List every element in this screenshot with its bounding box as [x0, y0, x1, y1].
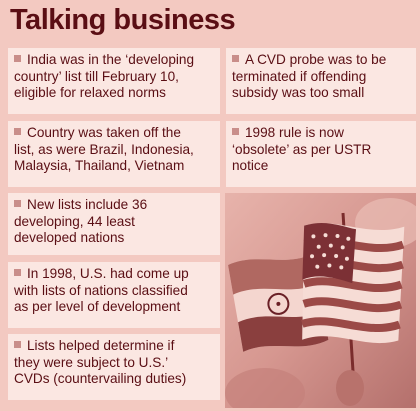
list-item: Country was taken off the list, as were …	[8, 121, 220, 187]
flags-icon	[225, 193, 416, 408]
bullet-icon	[14, 200, 21, 207]
list-item: India was in the ‘developing country’ li…	[8, 48, 220, 114]
list-item: Lists helped determine if they were subj…	[8, 334, 220, 400]
list-item: A CVD probe was to be terminated if offe…	[226, 48, 416, 114]
bullet-icon	[14, 55, 21, 62]
list-item: 1998 rule is now ‘obsolete’ as per USTR …	[226, 121, 416, 187]
bullet-icon	[14, 341, 21, 348]
bullet-icon	[14, 269, 21, 276]
bullet-icon	[14, 128, 21, 135]
bullet-icon	[232, 128, 239, 135]
list-item: New lists include 36 developing, 44 leas…	[8, 193, 220, 255]
page-title: Talking business	[10, 4, 236, 36]
bullet-icon	[232, 55, 239, 62]
list-item: In 1998, U.S. had come up with lists of …	[8, 262, 220, 328]
flags-photo	[225, 193, 416, 408]
